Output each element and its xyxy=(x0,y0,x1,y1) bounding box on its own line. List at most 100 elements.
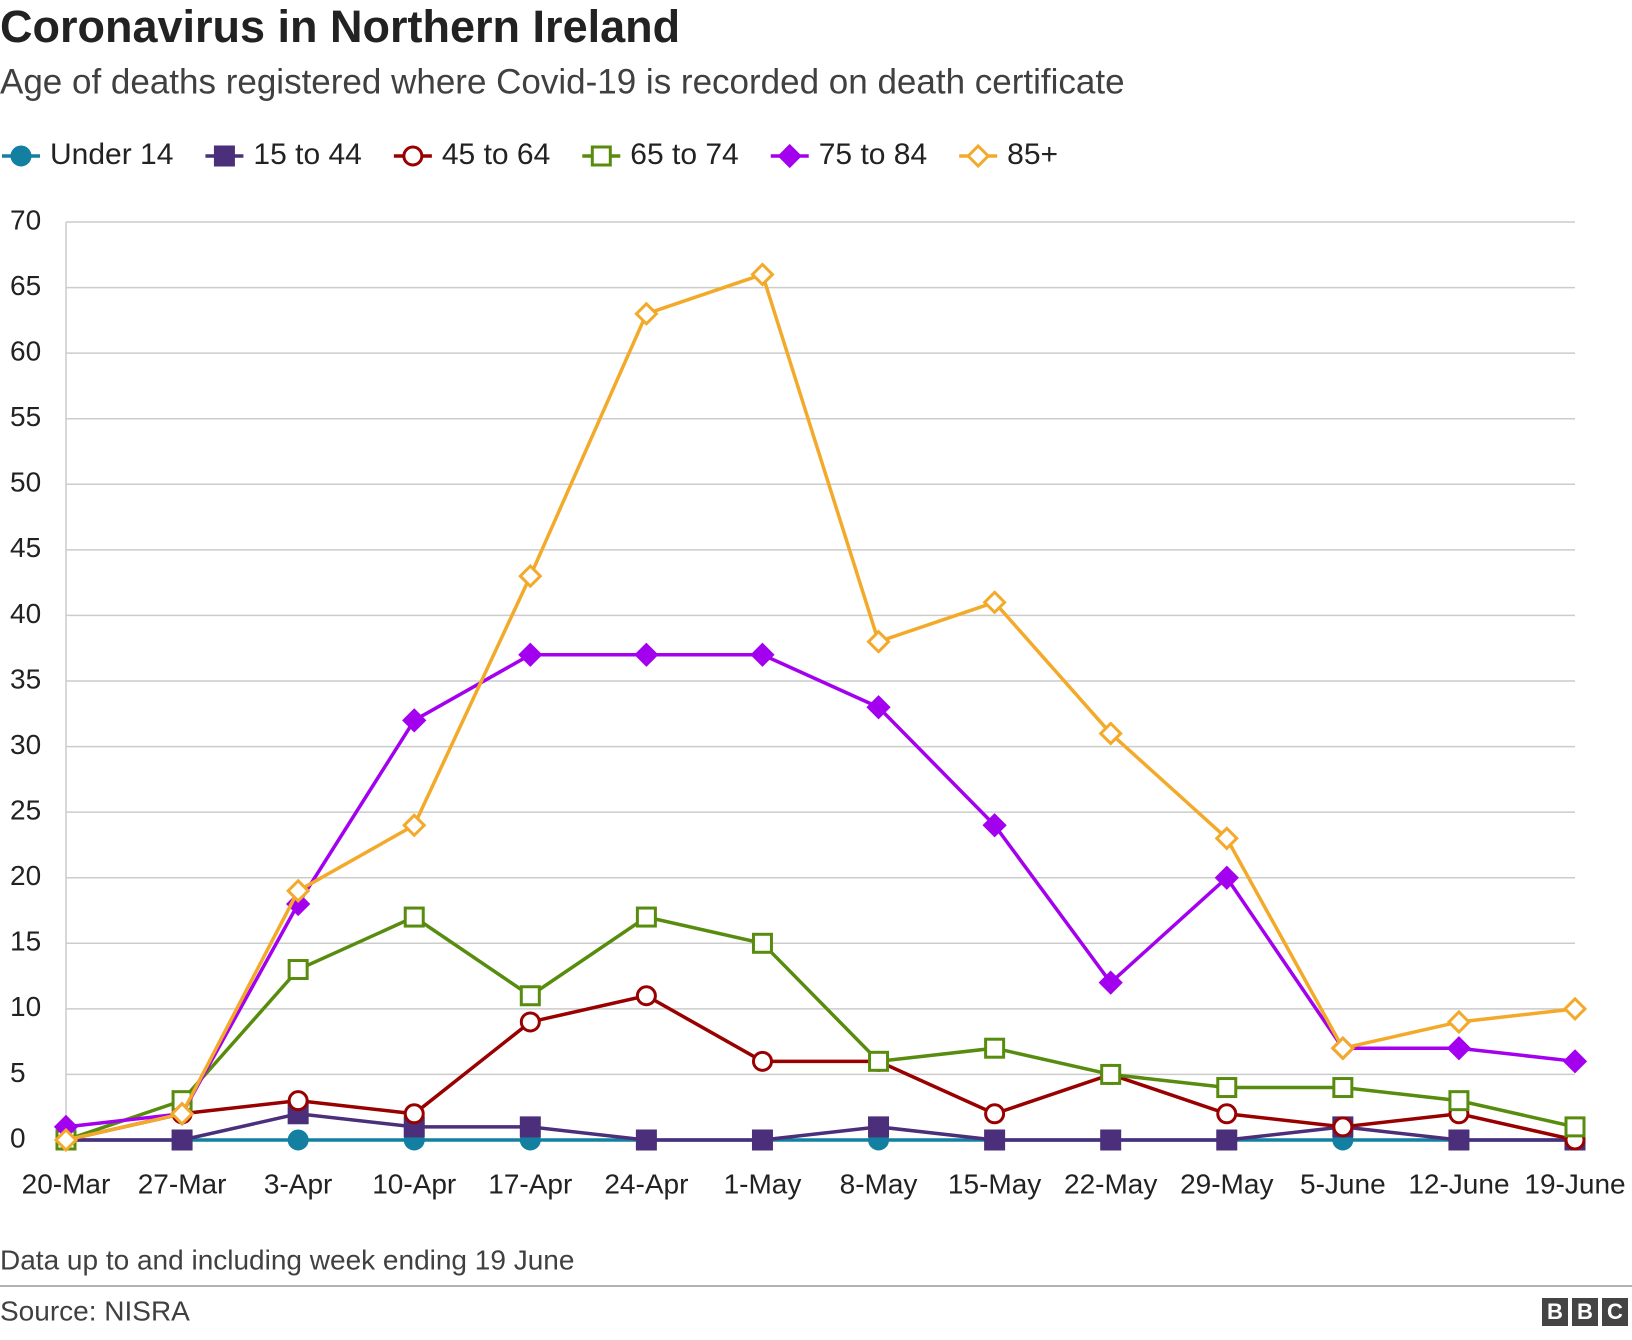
marker xyxy=(1216,1103,1238,1125)
y-tick-label: 60 xyxy=(10,336,41,367)
marker xyxy=(402,813,427,838)
marker xyxy=(287,1090,309,1112)
series-line xyxy=(65,653,1576,1129)
marker xyxy=(984,1103,1006,1125)
legend-label: 45 to 64 xyxy=(442,138,550,171)
marker xyxy=(287,1129,309,1151)
marker xyxy=(402,708,427,733)
marker xyxy=(402,145,424,167)
svg-text:C: C xyxy=(1607,1299,1623,1324)
chart-subtitle: Age of deaths registered where Covid-19 … xyxy=(0,62,1125,101)
y-tick-label: 10 xyxy=(10,991,41,1022)
marker xyxy=(982,813,1007,838)
marker xyxy=(868,1050,890,1072)
chart-title: Coronavirus in Northern Ireland xyxy=(0,1,680,52)
marker xyxy=(751,1050,773,1072)
marker xyxy=(10,145,32,167)
marker xyxy=(1562,996,1588,1021)
marker xyxy=(169,1101,195,1126)
y-tick-label: 50 xyxy=(10,467,41,498)
marker xyxy=(634,642,659,667)
x-tick-label: 12-June xyxy=(1408,1168,1509,1199)
marker xyxy=(286,878,311,903)
x-tick-label: 15-May xyxy=(948,1168,1041,1199)
marker xyxy=(1216,1129,1238,1151)
source: Source: NISRA xyxy=(0,1295,190,1326)
marker xyxy=(1214,826,1239,851)
marker xyxy=(1448,1090,1470,1112)
marker xyxy=(1564,1116,1586,1138)
marker xyxy=(634,301,659,326)
series-line xyxy=(65,915,1576,1142)
marker xyxy=(53,1127,79,1153)
x-tick-label: 8-May xyxy=(840,1168,918,1199)
svg-text:B: B xyxy=(1577,1299,1593,1324)
marker xyxy=(751,1129,773,1151)
marker xyxy=(984,1037,1006,1059)
marker xyxy=(868,1116,890,1138)
marker xyxy=(984,1129,1006,1151)
x-tick-label: 22-May xyxy=(1064,1168,1157,1199)
marker xyxy=(1214,865,1239,890)
marker xyxy=(777,143,802,169)
x-tick-label: 10-Apr xyxy=(372,1168,456,1199)
marker xyxy=(1446,1009,1472,1035)
marker xyxy=(171,1129,193,1151)
marker xyxy=(635,985,657,1007)
marker xyxy=(1562,1049,1588,1074)
marker xyxy=(866,629,891,654)
x-tick-label: 1-May xyxy=(724,1168,802,1199)
x-tick-label: 29-May xyxy=(1180,1168,1273,1199)
marker xyxy=(518,563,543,589)
marker xyxy=(635,906,657,928)
marker xyxy=(1332,1116,1354,1138)
marker xyxy=(750,262,775,287)
legend-label: 65 to 74 xyxy=(630,138,738,171)
x-tick-label: 17-Apr xyxy=(488,1168,572,1199)
marker xyxy=(750,642,775,667)
y-tick-label: 15 xyxy=(10,926,41,957)
legend-label: 15 to 44 xyxy=(253,138,361,171)
note: Data up to and including week ending 19 … xyxy=(0,1244,574,1275)
marker xyxy=(519,985,541,1007)
marker xyxy=(1100,1129,1122,1151)
marker xyxy=(1098,721,1123,746)
y-tick-label: 5 xyxy=(10,1057,26,1088)
y-tick-label: 45 xyxy=(10,532,41,563)
marker xyxy=(1446,1036,1472,1061)
x-tick-label: 24-Apr xyxy=(604,1168,688,1199)
y-tick-label: 70 xyxy=(10,204,41,235)
y-tick-label: 40 xyxy=(10,598,41,629)
marker xyxy=(519,1116,541,1138)
legend-label: 85+ xyxy=(1007,138,1058,171)
x-tick-label: 19-June xyxy=(1524,1168,1625,1199)
marker xyxy=(287,959,309,981)
series-line xyxy=(65,272,1576,1142)
y-tick-label: 25 xyxy=(10,795,41,826)
series xyxy=(53,642,1588,1140)
legend-label: Under 14 xyxy=(50,138,173,171)
y-tick-label: 20 xyxy=(10,860,41,891)
marker xyxy=(635,1129,657,1151)
svg-text:B: B xyxy=(1547,1299,1563,1324)
marker xyxy=(1330,1036,1355,1061)
marker xyxy=(590,145,612,167)
y-tick-label: 35 xyxy=(10,663,41,694)
series xyxy=(53,262,1588,1153)
marker xyxy=(403,1103,425,1125)
series-line xyxy=(66,1111,1575,1142)
marker xyxy=(1216,1077,1238,1099)
series xyxy=(55,985,1586,1151)
x-tick-label: 20-Mar xyxy=(22,1168,111,1199)
marker xyxy=(866,695,891,720)
marker xyxy=(1098,970,1123,995)
x-tick-label: 27-Mar xyxy=(138,1168,227,1199)
marker xyxy=(982,590,1007,615)
series-line xyxy=(65,993,1576,1142)
marker xyxy=(751,932,773,954)
marker xyxy=(213,145,235,167)
x-tick-label: 5-June xyxy=(1300,1168,1386,1199)
y-tick-label: 55 xyxy=(10,401,41,432)
y-tick-label: 0 xyxy=(10,1122,26,1153)
